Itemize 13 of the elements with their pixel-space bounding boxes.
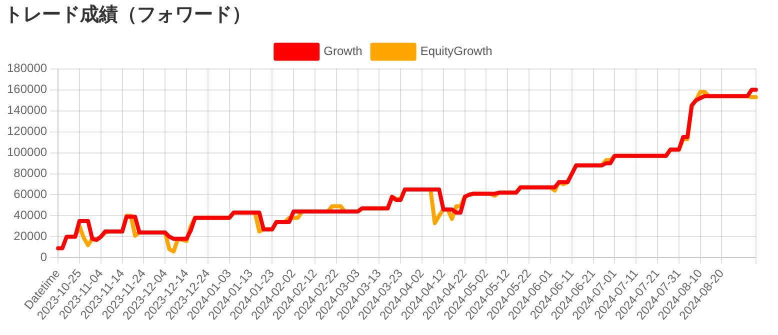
y-tick-label: 120000: [6, 124, 48, 138]
y-tick-label: 160000: [6, 82, 48, 96]
legend-label: EquityGrowth: [420, 44, 492, 58]
y-tick-label: 180000: [6, 61, 48, 76]
legend-label: Growth: [324, 44, 362, 58]
chart-title: トレード成績（フォワード）: [4, 3, 251, 26]
y-tick-label: 60000: [14, 187, 48, 202]
y-tick-label: 140000: [6, 103, 48, 118]
y-tick-label: 40000: [14, 208, 48, 222]
y-tick-label: 100000: [6, 145, 48, 160]
y-tick-label: 20000: [14, 229, 48, 244]
y-tick-label: 80000: [14, 166, 48, 180]
y-tick-label: 0: [40, 250, 48, 264]
